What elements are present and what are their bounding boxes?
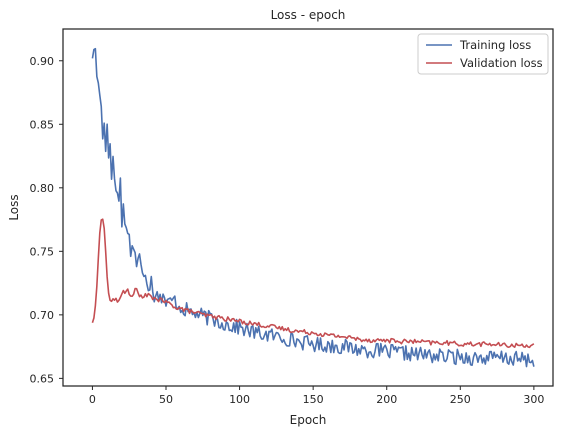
x-tick-label: 0 [89, 393, 96, 406]
series-layer [91, 47, 535, 368]
y-tick-label: 0.65 [30, 372, 55, 385]
legend-label-training-loss: Training loss [459, 38, 531, 52]
y-axis-label: Loss [7, 194, 21, 220]
plot-frame [62, 28, 554, 387]
y-tick-label: 0.75 [30, 245, 55, 258]
y-tick-label: 0.80 [30, 182, 55, 195]
x-tick-label: 250 [450, 393, 471, 406]
series-line-validation-loss [91, 218, 535, 349]
x-tick-label: 150 [303, 393, 324, 406]
x-tick-label: 100 [229, 393, 250, 406]
y-tick-label: 0.90 [30, 55, 55, 68]
x-tick-label: 300 [523, 393, 544, 406]
x-tick-label: 50 [159, 393, 173, 406]
x-axis-label: Epoch [290, 413, 327, 427]
chart-title: Loss - epoch [271, 8, 346, 22]
y-tick-label: 0.85 [30, 118, 55, 131]
legend-label-validation-loss: Validation loss [460, 56, 543, 70]
axes-layer: 0 50 100 150 200 250 300 0.65 0.70 0.75 0.80 0.85 0.… [30, 28, 554, 406]
x-tick-label: 200 [376, 393, 397, 406]
series-line-training-loss [91, 47, 535, 368]
y-tick-label: 0.70 [30, 309, 55, 322]
legend-box [417, 33, 549, 75]
legend: Training loss Validation loss [417, 33, 549, 75]
